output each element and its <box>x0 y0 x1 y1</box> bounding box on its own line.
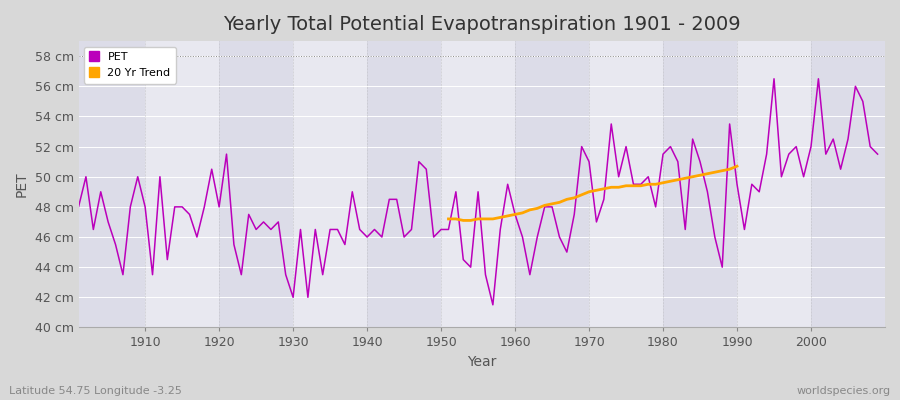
Bar <box>590 41 663 328</box>
Bar <box>71 41 145 328</box>
Title: Yearly Total Potential Evapotranspiration 1901 - 2009: Yearly Total Potential Evapotranspiratio… <box>223 15 741 34</box>
Bar <box>293 41 367 328</box>
Bar <box>515 41 590 328</box>
Bar <box>663 41 737 328</box>
Bar <box>145 41 219 328</box>
Legend: PET, 20 Yr Trend: PET, 20 Yr Trend <box>84 47 176 84</box>
Y-axis label: PET: PET <box>15 172 29 197</box>
Text: Latitude 54.75 Longitude -3.25: Latitude 54.75 Longitude -3.25 <box>9 386 182 396</box>
Bar <box>885 41 900 328</box>
Bar <box>367 41 441 328</box>
Bar <box>219 41 293 328</box>
Text: worldspecies.org: worldspecies.org <box>796 386 891 396</box>
Bar <box>737 41 811 328</box>
Bar <box>811 41 885 328</box>
X-axis label: Year: Year <box>467 355 497 369</box>
Bar <box>441 41 515 328</box>
